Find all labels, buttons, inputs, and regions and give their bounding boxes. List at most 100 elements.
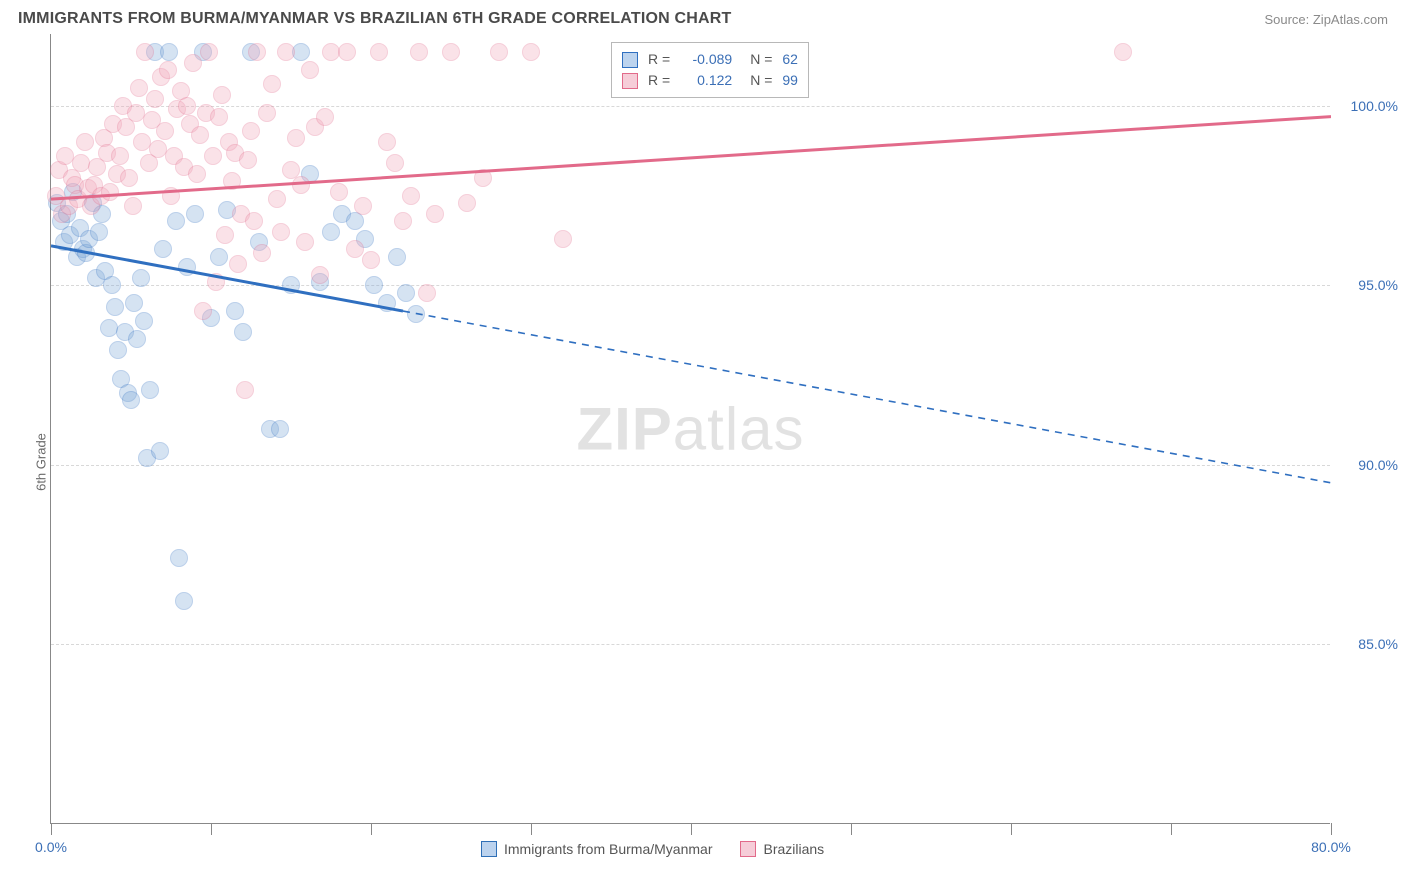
x-tick <box>371 823 372 835</box>
scatter-point <box>191 126 209 144</box>
scatter-point <box>418 284 436 302</box>
scatter-point <box>100 319 118 337</box>
y-tick-label: 85.0% <box>1338 636 1398 652</box>
scatter-point <box>268 190 286 208</box>
scatter-point <box>226 302 244 320</box>
scatter-point <box>388 248 406 266</box>
scatter-point <box>229 255 247 273</box>
scatter-point <box>124 197 142 215</box>
stats-n-label: N = <box>750 70 772 91</box>
scatter-point <box>106 298 124 316</box>
scatter-point <box>167 212 185 230</box>
x-tick-label: 80.0% <box>1311 839 1351 855</box>
scatter-point <box>292 176 310 194</box>
stats-r-value: 0.122 <box>680 70 732 91</box>
chart-title: IMMIGRANTS FROM BURMA/MYANMAR VS BRAZILI… <box>18 10 732 28</box>
scatter-point <box>407 305 425 323</box>
scatter-point <box>204 147 222 165</box>
scatter-point <box>162 187 180 205</box>
legend-item: Brazilians <box>740 841 824 857</box>
chart-header: IMMIGRANTS FROM BURMA/MYANMAR VS BRAZILI… <box>0 0 1406 34</box>
y-tick-label: 100.0% <box>1338 98 1398 114</box>
scatter-point <box>322 223 340 241</box>
scatter-point <box>378 133 396 151</box>
y-tick-label: 90.0% <box>1338 457 1398 473</box>
scatter-point <box>242 122 260 140</box>
scatter-point <box>330 183 348 201</box>
scatter-point <box>248 43 266 61</box>
gridline <box>51 285 1330 286</box>
scatter-point <box>442 43 460 61</box>
scatter-point <box>362 251 380 269</box>
scatter-point <box>301 61 319 79</box>
y-axis-label: 6th Grade <box>33 433 48 491</box>
scatter-point <box>130 79 148 97</box>
scatter-point <box>213 86 231 104</box>
scatter-point <box>122 391 140 409</box>
watermark: ZIPatlas <box>576 394 804 463</box>
scatter-point <box>194 302 212 320</box>
scatter-point <box>271 420 289 438</box>
scatter-point <box>263 75 281 93</box>
scatter-point <box>210 248 228 266</box>
scatter-point <box>90 223 108 241</box>
x-tick <box>1331 823 1332 835</box>
scatter-point <box>178 97 196 115</box>
scatter-point <box>200 43 218 61</box>
legend-swatch <box>622 73 638 89</box>
scatter-point <box>365 276 383 294</box>
chart-wrap: 6th Grade ZIPatlas 85.0%90.0%95.0%100.0%… <box>0 34 1406 890</box>
scatter-point <box>554 230 572 248</box>
scatter-point <box>397 284 415 302</box>
stats-n-value: 99 <box>782 70 798 91</box>
scatter-point <box>272 223 290 241</box>
scatter-plot: ZIPatlas 85.0%90.0%95.0%100.0%0.0%80.0%R… <box>50 34 1330 824</box>
scatter-point <box>125 294 143 312</box>
gridline <box>51 644 1330 645</box>
legend-item: Immigrants from Burma/Myanmar <box>481 841 712 857</box>
x-tick <box>851 823 852 835</box>
gridline <box>51 106 1330 107</box>
scatter-point <box>72 154 90 172</box>
scatter-point <box>370 43 388 61</box>
scatter-point <box>316 108 334 126</box>
legend-swatch <box>481 841 497 857</box>
x-tick <box>1171 823 1172 835</box>
scatter-point <box>458 194 476 212</box>
scatter-point <box>410 43 428 61</box>
x-tick <box>691 823 692 835</box>
scatter-point <box>132 269 150 287</box>
scatter-point <box>154 240 172 258</box>
scatter-point <box>184 54 202 72</box>
scatter-point <box>378 294 396 312</box>
scatter-point <box>311 266 329 284</box>
scatter-point <box>234 323 252 341</box>
scatter-point <box>156 122 174 140</box>
x-tick <box>531 823 532 835</box>
scatter-point <box>1114 43 1132 61</box>
scatter-point <box>109 341 127 359</box>
scatter-point <box>223 172 241 190</box>
scatter-point <box>186 205 204 223</box>
scatter-point <box>277 43 295 61</box>
stats-n-label: N = <box>750 49 772 70</box>
gridline <box>51 465 1330 466</box>
scatter-point <box>128 330 146 348</box>
scatter-point <box>76 133 94 151</box>
scatter-point <box>178 258 196 276</box>
bottom-legend: Immigrants from Burma/Myanmar Brazilians <box>481 841 824 857</box>
scatter-point <box>282 276 300 294</box>
scatter-point <box>253 244 271 262</box>
stats-row: R = 0.122 N = 99 <box>622 70 798 91</box>
stats-r-value: -0.089 <box>680 49 732 70</box>
legend-label: Immigrants from Burma/Myanmar <box>504 841 712 857</box>
scatter-point <box>146 90 164 108</box>
stats-r-label: R = <box>648 70 670 91</box>
stats-n-value: 62 <box>782 49 798 70</box>
x-tick <box>211 823 212 835</box>
scatter-point <box>151 442 169 460</box>
scatter-point <box>175 592 193 610</box>
scatter-point <box>135 312 153 330</box>
scatter-point <box>354 197 372 215</box>
legend-swatch <box>740 841 756 857</box>
